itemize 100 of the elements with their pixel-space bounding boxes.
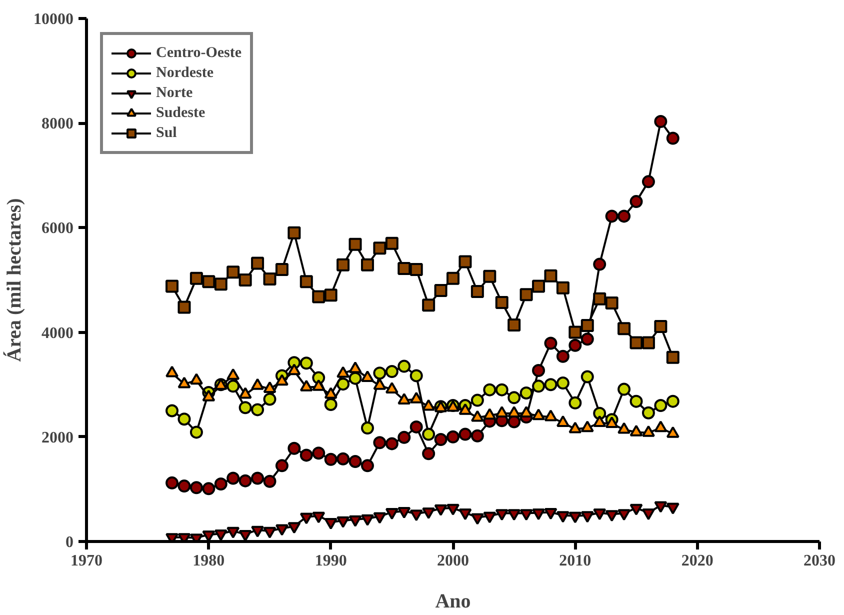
point	[288, 226, 301, 240]
point	[544, 508, 558, 520]
point	[630, 195, 643, 208]
x-tick-label: 2010	[559, 552, 592, 570]
point	[520, 386, 533, 400]
point	[532, 508, 546, 520]
point	[642, 406, 655, 420]
point	[410, 369, 423, 382]
y-axis-title: Área (mil hectares)	[2, 198, 26, 362]
point	[226, 380, 240, 393]
point	[360, 258, 374, 272]
x-tick-label: 1970	[70, 552, 102, 570]
point	[508, 318, 521, 332]
point	[373, 242, 386, 255]
point	[263, 272, 276, 286]
point	[434, 284, 448, 297]
point	[544, 269, 558, 282]
point	[385, 437, 398, 450]
point	[544, 336, 558, 350]
point	[373, 366, 386, 380]
point	[580, 332, 594, 346]
x-tick-label: 2030	[804, 552, 836, 570]
point	[348, 515, 362, 527]
point	[360, 459, 374, 472]
point	[360, 514, 374, 526]
point	[470, 285, 484, 298]
point	[654, 399, 668, 412]
point	[398, 262, 411, 275]
point	[642, 508, 655, 520]
point	[446, 504, 460, 516]
point	[202, 275, 216, 288]
point	[202, 482, 216, 496]
point	[605, 210, 618, 223]
point	[373, 512, 386, 524]
legend-label: Sudeste	[156, 104, 206, 122]
point	[336, 516, 350, 528]
point	[178, 412, 191, 426]
point	[166, 280, 179, 293]
point	[324, 452, 338, 466]
y-tick-label: 6000	[42, 220, 74, 238]
point	[385, 236, 398, 250]
point	[434, 433, 448, 446]
point	[593, 258, 606, 271]
point	[312, 446, 326, 460]
point	[580, 370, 594, 384]
point	[470, 429, 484, 442]
point	[580, 319, 594, 332]
point	[348, 454, 362, 468]
point	[226, 472, 240, 485]
point	[568, 326, 582, 339]
x-tick-label: 2020	[681, 552, 714, 570]
point	[495, 296, 508, 309]
point	[458, 428, 472, 441]
point	[568, 512, 582, 524]
point	[238, 274, 252, 286]
point	[410, 420, 423, 434]
point	[336, 378, 350, 391]
point	[666, 502, 680, 514]
point	[618, 210, 631, 223]
point	[422, 508, 436, 520]
y-tick-label: 10000	[34, 11, 74, 28]
point	[251, 472, 264, 485]
point	[556, 350, 570, 363]
point	[226, 266, 240, 279]
point	[654, 115, 668, 128]
point	[666, 132, 680, 145]
point	[300, 356, 313, 370]
point	[605, 296, 618, 310]
point	[568, 396, 582, 410]
point	[324, 398, 338, 411]
point	[238, 401, 252, 414]
point	[508, 391, 521, 404]
point	[238, 530, 252, 542]
legend-label: Nordeste	[156, 64, 214, 82]
point	[593, 292, 606, 306]
point	[410, 510, 423, 522]
point	[263, 526, 276, 538]
x-axis-title: Ano	[435, 590, 471, 612]
point	[593, 508, 606, 520]
point	[190, 426, 203, 439]
point	[202, 530, 216, 542]
point	[483, 270, 496, 283]
point	[532, 280, 546, 293]
y-tick-label: 2000	[42, 429, 74, 446]
point	[398, 430, 411, 444]
point	[348, 372, 362, 385]
legend-label: Sul	[156, 124, 177, 142]
point	[446, 430, 460, 444]
point	[373, 436, 386, 450]
point	[556, 376, 570, 390]
point	[666, 394, 680, 408]
point	[410, 263, 423, 276]
point	[190, 481, 203, 494]
point	[300, 512, 313, 524]
point	[385, 365, 398, 378]
point	[336, 452, 350, 466]
point	[618, 382, 631, 396]
point	[544, 378, 558, 392]
point	[251, 256, 264, 270]
point	[275, 459, 288, 472]
